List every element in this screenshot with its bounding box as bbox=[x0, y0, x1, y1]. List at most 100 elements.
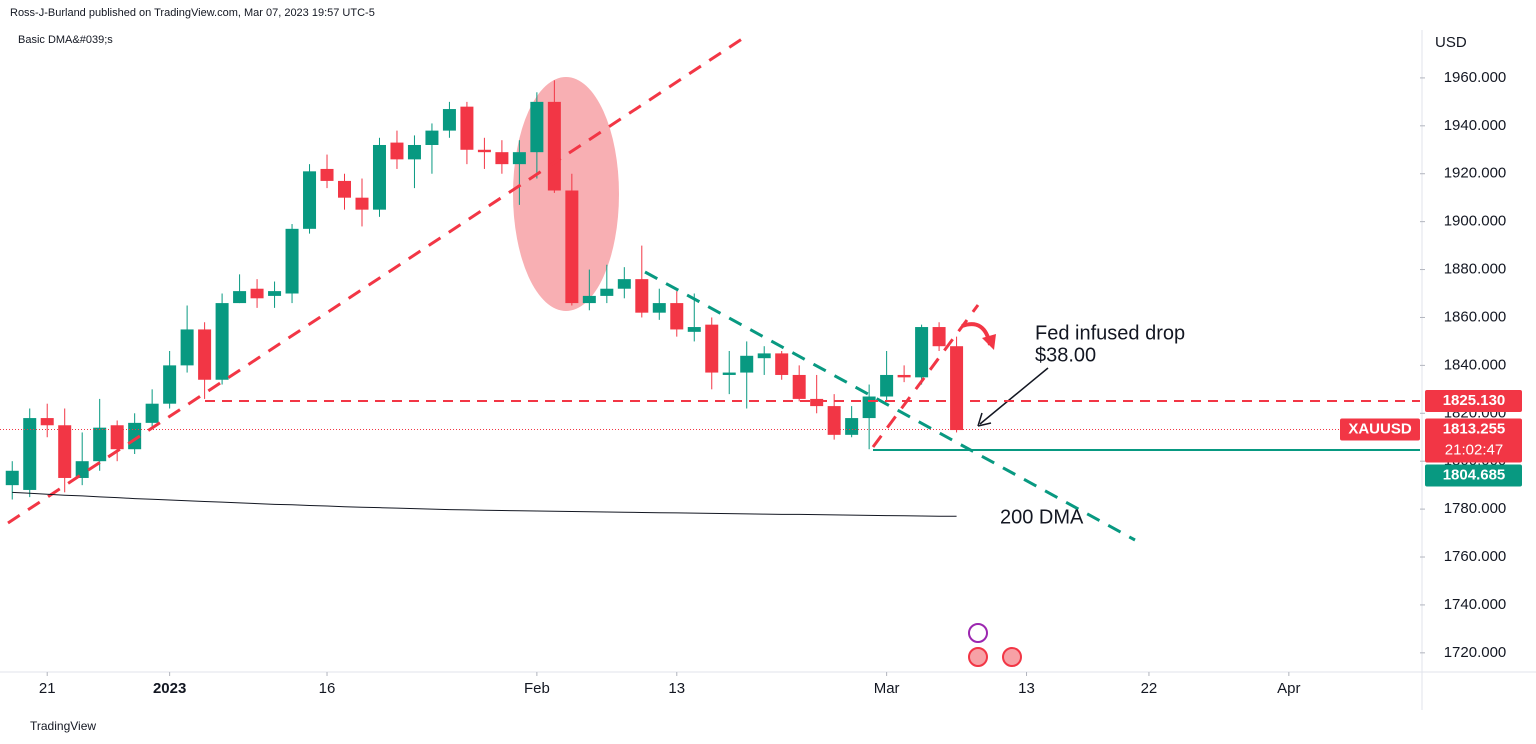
trendline bbox=[7, 33, 749, 525]
candle-body bbox=[512, 152, 526, 165]
y-tick-label: 1960.000 bbox=[1444, 69, 1507, 86]
candle-body bbox=[198, 329, 212, 380]
candle-body bbox=[303, 171, 317, 229]
candle-body bbox=[495, 152, 509, 165]
x-tick-label: 21 bbox=[39, 680, 56, 697]
footer-logo: TradingView bbox=[30, 719, 96, 733]
y-tick-label: 1720.000 bbox=[1444, 644, 1507, 661]
dma-label: 200 DMA bbox=[1000, 507, 1084, 529]
trendline bbox=[871, 304, 980, 448]
candle-body bbox=[145, 403, 159, 423]
y-tick-label: 1740.000 bbox=[1444, 596, 1507, 613]
annotation: $38.00 bbox=[1035, 344, 1096, 366]
x-tick-label: Apr bbox=[1277, 680, 1300, 697]
candle-body bbox=[530, 101, 544, 153]
candle-body bbox=[845, 418, 859, 435]
candle-body bbox=[792, 374, 806, 399]
candle-body bbox=[652, 303, 666, 313]
event-icon[interactable] bbox=[1002, 647, 1022, 667]
price-tag-label: 1825.130 bbox=[1443, 392, 1506, 409]
candle-body bbox=[460, 106, 474, 150]
candle-body bbox=[617, 279, 631, 289]
price-tag bbox=[1425, 464, 1522, 487]
candle-body bbox=[915, 327, 929, 378]
candle-body bbox=[775, 353, 789, 375]
candle-body bbox=[372, 144, 386, 210]
y-tick-label: 1860.000 bbox=[1444, 308, 1507, 325]
candle-body bbox=[897, 374, 911, 378]
x-tick-label: 16 bbox=[319, 680, 336, 697]
candle-body bbox=[565, 190, 579, 304]
candle-body bbox=[705, 324, 719, 373]
price-tag-label: 1804.685 bbox=[1443, 466, 1506, 483]
candle-body bbox=[338, 180, 352, 198]
candle-body bbox=[862, 396, 876, 419]
countdown: 21:02:47 bbox=[1445, 441, 1503, 458]
byline: Ross-J-Burland published on TradingView.… bbox=[10, 7, 375, 19]
candle-body bbox=[40, 418, 54, 426]
candle-body bbox=[110, 425, 124, 450]
currency: USD bbox=[1435, 34, 1467, 51]
candle-body bbox=[547, 101, 561, 191]
candle-body bbox=[93, 427, 107, 462]
candle-body bbox=[477, 149, 491, 153]
curved-arrow bbox=[961, 322, 992, 346]
candle-body bbox=[268, 291, 282, 296]
candle-body bbox=[58, 425, 72, 478]
candle-body bbox=[635, 279, 649, 313]
candle-body bbox=[932, 327, 946, 347]
event-icon[interactable] bbox=[968, 623, 988, 643]
pointer-arrow bbox=[979, 367, 1049, 425]
candle-body bbox=[407, 144, 421, 160]
candle-body bbox=[740, 355, 754, 373]
y-tick-label: 1760.000 bbox=[1444, 548, 1507, 565]
candle-body bbox=[180, 329, 194, 366]
annotation: Fed infused drop bbox=[1035, 322, 1185, 344]
price-tag bbox=[1425, 389, 1522, 412]
candle-body bbox=[425, 130, 439, 145]
x-tick-label: Mar bbox=[874, 680, 900, 697]
dma-line bbox=[12, 491, 957, 517]
y-tick-label: 1880.000 bbox=[1444, 261, 1507, 278]
candle-body bbox=[215, 303, 229, 380]
y-tick-label: 1780.000 bbox=[1444, 500, 1507, 517]
candle-body bbox=[722, 372, 736, 375]
y-tick-label: 1920.000 bbox=[1444, 165, 1507, 182]
x-tick-label: 13 bbox=[668, 680, 685, 697]
candle-body bbox=[5, 470, 19, 486]
symbol-tag bbox=[1340, 418, 1420, 441]
y-tick-label: 1940.000 bbox=[1444, 117, 1507, 134]
candle-body bbox=[75, 461, 89, 478]
indicator-label: Basic DMA&#039;s bbox=[18, 34, 113, 46]
candle-body bbox=[670, 303, 684, 330]
event-icon[interactable] bbox=[968, 647, 988, 667]
price-tag-label: 1813.255 bbox=[1443, 420, 1506, 437]
x-tick-label: 22 bbox=[1141, 680, 1158, 697]
price-tag bbox=[1425, 418, 1522, 463]
candle-body bbox=[250, 288, 264, 299]
candle-body bbox=[355, 197, 369, 210]
candle-body bbox=[827, 406, 841, 435]
y-tick-label: 1900.000 bbox=[1444, 213, 1507, 230]
candle-body bbox=[950, 346, 964, 431]
y-tick-label: 1840.000 bbox=[1444, 356, 1507, 373]
candle-body bbox=[285, 228, 299, 294]
symbol-label: XAUUSD bbox=[1348, 420, 1412, 437]
arrow-head bbox=[982, 334, 996, 350]
candle-body bbox=[23, 418, 37, 490]
candle-body bbox=[757, 353, 771, 359]
x-tick-label: 2023 bbox=[153, 680, 186, 697]
x-tick-label: 13 bbox=[1018, 680, 1035, 697]
candle-body bbox=[233, 291, 247, 304]
x-tick-label: Feb bbox=[524, 680, 550, 697]
candle-body bbox=[687, 327, 701, 332]
candle-body bbox=[320, 168, 334, 181]
arrow-head bbox=[977, 412, 992, 427]
candle-body bbox=[390, 142, 404, 160]
candle-body bbox=[810, 398, 824, 407]
candle-body bbox=[582, 295, 596, 304]
candle-body bbox=[880, 374, 894, 397]
candle-body bbox=[600, 288, 614, 296]
candle-body bbox=[163, 365, 177, 404]
